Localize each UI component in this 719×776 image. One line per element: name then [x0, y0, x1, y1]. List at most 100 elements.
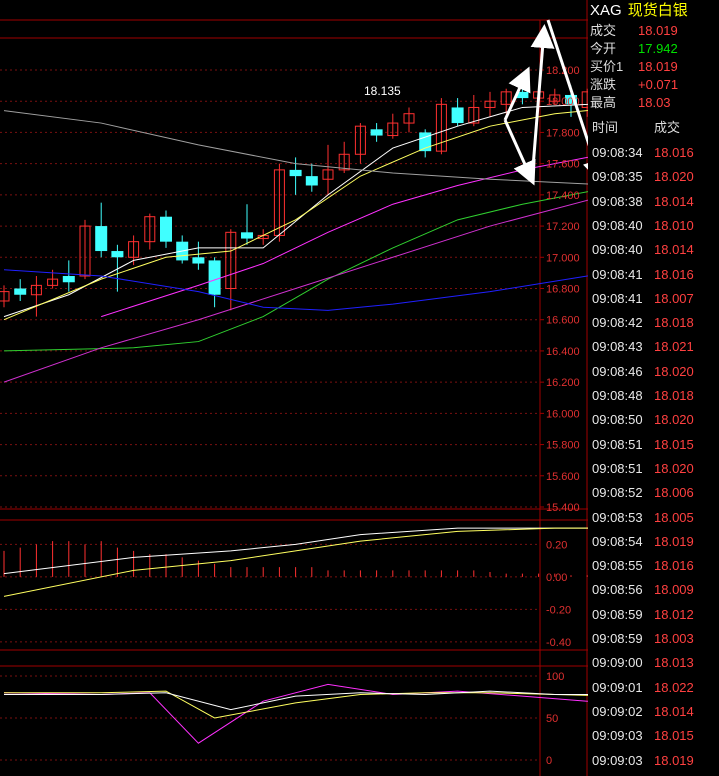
trade-row: 09:08:42 18.018	[588, 313, 719, 333]
trade-time: 09:09:03	[592, 752, 643, 768]
trade-time: 09:08:52	[592, 485, 643, 501]
trade-row: 09:09:03 18.019	[588, 751, 719, 771]
candle-body	[419, 132, 432, 152]
y-tick-label: 15.400	[546, 502, 580, 514]
quote-row: 成交 18.019	[588, 22, 719, 40]
trade-time: 09:08:40	[592, 217, 643, 233]
y-tick-label: 16.600	[546, 315, 580, 327]
y-tick-label: 17.800	[546, 127, 580, 139]
candle-body	[516, 91, 529, 99]
quote-row: 涨跌 +0.071	[588, 76, 719, 94]
trade-time: 09:08:40	[592, 242, 643, 258]
trade-price: 18.003	[654, 631, 694, 646]
trade-price: 18.015	[654, 436, 694, 452]
trade-row: 09:08:41 18.007	[588, 289, 719, 309]
candle-body	[241, 232, 253, 239]
trade-row: 09:09:00 18.013	[588, 653, 719, 673]
candle-body	[95, 226, 108, 252]
annotation-arrow	[530, 24, 555, 181]
trade-row: 09:09:02 18.014	[588, 702, 719, 722]
y-tick-label: 16.000	[546, 408, 580, 420]
ma-line	[3, 103, 588, 318]
candle-body	[549, 94, 561, 102]
trade-price: 18.020	[654, 363, 694, 379]
trade-row: 09:08:43 18.021	[588, 337, 719, 357]
y-tick-label: 16.400	[546, 346, 580, 358]
trade-row: 09:08:59 18.003	[588, 629, 719, 649]
symbol-code: XAG	[590, 2, 622, 19]
candle-body	[435, 103, 447, 152]
trade-price: 18.012	[654, 606, 694, 622]
trade-row: 09:08:52 18.006	[588, 483, 719, 503]
trade-time: 09:08:55	[592, 558, 643, 574]
candle-body	[370, 129, 383, 136]
trade-price: 18.021	[654, 339, 694, 355]
trade-time: 09:08:41	[592, 266, 643, 282]
y-tick-label: 16.200	[546, 377, 580, 389]
y-tick-label: 0	[546, 755, 552, 767]
axis-labels: 18.200 18.000 17.800 17.600 17.400 17.200 17.0…	[546, 65, 580, 767]
grid	[0, 0, 588, 776]
trade-time: 09:08:34	[592, 145, 643, 160]
trade-price: 18.020	[654, 412, 694, 428]
quote-label: 买价1	[590, 59, 624, 74]
trade-time: 09:08:38	[592, 193, 643, 209]
trade-price: 18.007	[654, 290, 694, 306]
annotation-arrow	[546, 19, 588, 184]
ma-line	[3, 109, 588, 321]
trade-row: 09:08:48 18.018	[588, 386, 719, 406]
ma-line	[3, 199, 588, 383]
trade-row: 09:08:59 18.012	[588, 605, 719, 625]
trade-time: 09:08:56	[592, 582, 643, 598]
candle-body	[403, 113, 415, 124]
trade-time: 09:08:59	[592, 606, 643, 622]
trade-row: 09:08:50 18.020	[588, 410, 719, 430]
kdj-line	[4, 690, 588, 719]
candle-body	[468, 106, 480, 124]
price-annotation: 18.135	[364, 84, 401, 98]
trade-row: 09:08:41 18.016	[588, 265, 719, 285]
ma-line	[101, 156, 588, 318]
trade-price: 18.013	[654, 655, 694, 671]
y-tick-label: -0.20	[546, 604, 571, 616]
y-tick-label: 17.000	[546, 252, 580, 264]
candle-body	[305, 176, 318, 186]
quote-label: 今开	[590, 41, 617, 56]
trade-price: 18.019	[654, 533, 694, 549]
candle-body	[581, 91, 588, 108]
trade-row: 09:08:38 18.014	[588, 192, 719, 212]
macd-line	[3, 527, 588, 597]
symbol-name: 现货白银	[627, 2, 688, 19]
trade-row: 09:08:35 18.020	[588, 167, 719, 187]
chart-area: 18.200 18.000 17.800 17.600 17.400 17.200 17.0…	[0, 0, 588, 776]
trade-row: 09:08:46 18.020	[588, 362, 719, 382]
y-tick-label: 0.00	[546, 572, 567, 584]
trade-time: 09:08:48	[592, 388, 643, 403]
trade-price: 18.019	[654, 752, 694, 768]
candle-body	[565, 94, 577, 105]
trade-time: 09:09:02	[592, 703, 643, 719]
trade-price: 18.020	[654, 169, 694, 185]
annotation-arrow	[503, 119, 536, 186]
trade-price: 18.016	[654, 558, 694, 574]
trade-time: 09:08:50	[592, 412, 643, 428]
candle-body	[338, 153, 350, 171]
trade-price: 18.006	[654, 485, 694, 501]
candlestick-series	[0, 85, 588, 317]
candle-body	[14, 288, 27, 295]
trade-price: 18.009	[654, 582, 694, 598]
trade-row: 09:08:34 18.016	[588, 143, 719, 163]
candle-body	[225, 231, 237, 289]
candle-body	[354, 125, 366, 155]
quote-panel: XAG 现货白银 成交 18.019 今开 17.942 买价1 18.019 涨跌 +0.07…	[588, 0, 719, 776]
candle-body	[0, 291, 10, 302]
quote-label: 最高	[590, 95, 617, 110]
y-tick-label: 15.600	[546, 471, 580, 483]
quote-value: +0.071	[638, 77, 679, 92]
y-tick-label: 18.200	[546, 65, 580, 77]
candle-body	[62, 276, 75, 283]
y-tick-label: 17.200	[546, 221, 580, 233]
ma-line	[3, 269, 588, 311]
y-tick-label: 18.000	[546, 96, 580, 108]
quote-row: 今开 17.942	[588, 40, 719, 58]
